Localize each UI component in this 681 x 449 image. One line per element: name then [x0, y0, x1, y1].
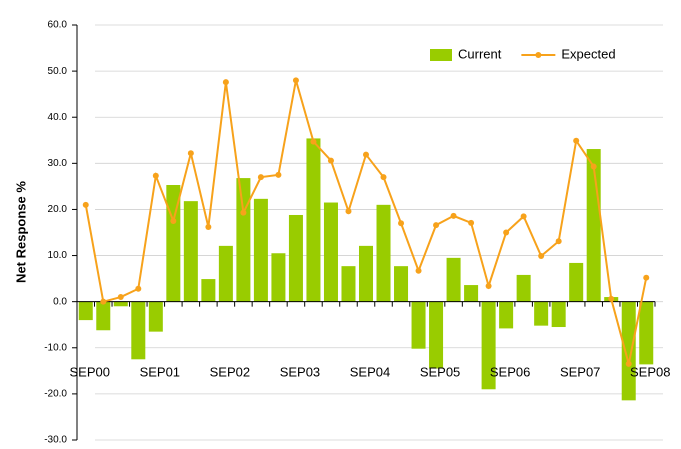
- bar: [306, 138, 321, 302]
- bar: [288, 214, 303, 302]
- point: [643, 274, 650, 281]
- x-tick-label: SEP07: [560, 365, 600, 380]
- point: [292, 77, 299, 84]
- point: [485, 282, 492, 289]
- point: [363, 151, 369, 158]
- bar: [218, 245, 233, 302]
- bar: [394, 266, 409, 302]
- bar: [96, 301, 111, 331]
- bar: [253, 198, 268, 302]
- bar: [113, 301, 128, 307]
- x-tick-label: SEP05: [420, 365, 460, 380]
- bar: [481, 301, 496, 390]
- point: [100, 298, 107, 305]
- point: [240, 209, 247, 216]
- bar: [551, 301, 566, 328]
- bar: [376, 204, 391, 302]
- bar: [201, 279, 216, 302]
- point: [222, 79, 229, 86]
- bar: [534, 301, 549, 326]
- y-tick-label: 30.0: [48, 158, 68, 169]
- point: [468, 219, 475, 226]
- point: [170, 217, 177, 224]
- y-axis-label: Net Response %: [13, 181, 28, 283]
- bar: [639, 301, 654, 365]
- y-tick-label: -30.0: [44, 435, 67, 446]
- legend-label: Current: [458, 46, 502, 61]
- x-tick-label: SEP02: [210, 365, 250, 380]
- y-tick-label: -20.0: [44, 389, 67, 400]
- point: [450, 212, 457, 219]
- x-tick-label: SEP06: [490, 365, 530, 380]
- bar: [464, 285, 479, 302]
- point: [380, 174, 387, 181]
- bar: [78, 301, 93, 321]
- bar: [323, 202, 338, 302]
- point: [82, 201, 89, 208]
- bar: [499, 301, 514, 329]
- bar: [569, 262, 584, 302]
- point: [573, 137, 580, 144]
- bar: [341, 266, 356, 302]
- bar: [516, 274, 531, 302]
- point: [117, 294, 124, 301]
- point: [590, 163, 597, 170]
- bar: [358, 245, 374, 302]
- y-tick-label: 20.0: [48, 204, 68, 215]
- x-tick-label: SEP00: [70, 365, 110, 380]
- bar: [621, 301, 636, 401]
- point: [503, 229, 510, 236]
- bar: [148, 301, 163, 332]
- bar: [271, 253, 286, 302]
- x-tick-label: SEP01: [140, 365, 180, 380]
- point: [152, 172, 159, 179]
- legend-label: Expected: [561, 46, 615, 61]
- point: [257, 174, 264, 181]
- bar: [411, 301, 426, 349]
- point: [398, 220, 405, 227]
- point: [205, 223, 212, 230]
- point: [433, 222, 440, 229]
- y-tick-label: -10.0: [44, 342, 67, 353]
- y-tick-label: 40.0: [48, 112, 68, 123]
- bar: [183, 201, 198, 302]
- legend-swatch: [430, 49, 452, 61]
- y-tick-label: 0.0: [53, 296, 67, 307]
- point: [625, 360, 632, 367]
- point: [327, 157, 334, 164]
- bar: [446, 257, 461, 302]
- point: [275, 171, 282, 178]
- x-tick-label: SEP04: [350, 365, 390, 380]
- point: [187, 150, 194, 157]
- point: [538, 253, 545, 260]
- y-tick-label: 60.0: [48, 20, 68, 31]
- bar: [236, 178, 251, 302]
- y-tick-label: 10.0: [48, 250, 68, 261]
- legend-swatch: [535, 52, 542, 58]
- point: [555, 238, 562, 245]
- point: [135, 285, 142, 292]
- point: [415, 267, 422, 274]
- x-tick-label: SEP03: [280, 365, 320, 380]
- point: [608, 295, 615, 302]
- x-tick-label: SEP08: [630, 365, 670, 380]
- point: [345, 208, 352, 215]
- y-tick-label: 50.0: [48, 66, 68, 77]
- bar: [429, 301, 444, 369]
- point: [310, 138, 317, 145]
- bar: [131, 301, 146, 360]
- point: [520, 213, 527, 220]
